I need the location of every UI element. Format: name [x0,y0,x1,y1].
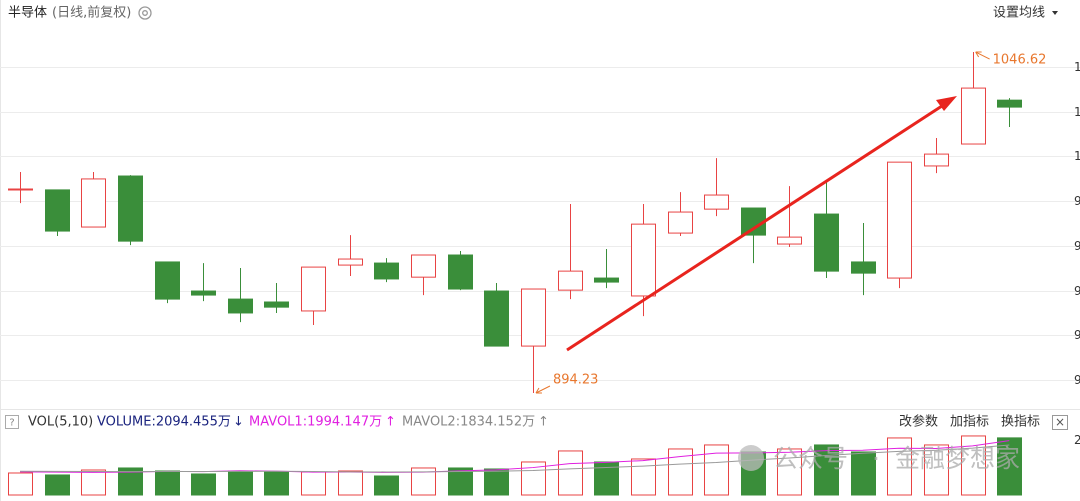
title: 半导体 [8,6,47,21]
volume-bar [558,450,583,496]
ma-setting[interactable]: 设置均线 [993,6,1045,21]
high-pointer [975,51,990,60]
candle-body [45,189,70,232]
candle-body [814,213,839,272]
candle-body [594,277,619,283]
candle-body [521,288,546,347]
vol-tick-label: 2000 [1074,433,1080,447]
volume-bar [45,474,70,496]
volume-bar [191,473,216,496]
candle-body [851,261,876,274]
candle-body [997,99,1022,108]
y-tick-label: 940 [1074,284,1080,298]
watermark: 公众号 · 金融梦想家 [738,444,1020,473]
volume-bar [814,444,839,496]
volume-bar [8,472,33,496]
trend-arrow [566,102,946,352]
candle-body [777,236,802,245]
y-tick-label: 960 [1074,239,1080,253]
mavol2: MAVOL2:1834.152万 [402,415,535,430]
volume-bar [374,475,399,496]
y-tick-label: 920 [1074,328,1080,342]
mavol1-arrow: ↑ [385,415,396,430]
gear-hole [142,10,148,16]
candle-body [961,87,986,145]
candle-body [704,194,729,210]
high-label: 1046.62 [993,53,1047,68]
volume-bar [448,467,473,496]
volume-bar [851,451,876,496]
candle-body [631,223,656,297]
price-pane: 1046.62 894.23 [8,51,1047,394]
volume-bar [668,448,693,496]
volume-bar [631,458,656,496]
candle-body [338,258,363,266]
dropdown-caret [1052,11,1058,15]
candle-body [924,153,949,167]
candle-body [228,298,253,314]
volume-bar [338,470,363,496]
button[interactable]: 改参数 [899,414,938,430]
volume-bar [228,470,253,496]
candle-body [191,290,216,296]
volume-bar [155,470,180,496]
help[interactable]: ? [9,418,14,429]
volume-bar [264,471,289,496]
watermark-name: 金融梦想家 [895,444,1020,473]
candle-body [264,301,289,308]
wechat-icon [738,445,764,471]
candle-body [484,290,509,347]
help-box[interactable] [5,415,19,429]
candle-body [374,262,399,280]
gear [138,6,152,20]
candle-body [741,207,766,236]
settings-icon[interactable] [138,6,152,20]
candle-body [558,270,583,291]
candle-body [118,175,143,242]
candle-body [8,188,33,191]
y-tick-label: 1000 [1074,149,1080,163]
volume-bar [81,469,106,496]
y-tick-label: 1020 [1074,105,1080,119]
volume-bar [997,437,1022,496]
mavol2-arrow: ↑ [538,415,549,430]
candle-body [301,266,326,312]
low-label: 894.23 [553,373,599,388]
subtitle: (日线,前复权) [52,5,131,21]
y-tick-label: 980 [1074,194,1080,208]
volume-bar [924,444,949,496]
button[interactable]: 换指标 [1001,415,1040,430]
candle-body [668,211,693,234]
trend-arrowhead [936,96,957,111]
vol-name: VOL(5,10) [28,415,93,430]
volume-bar [704,444,729,496]
y-tick-label: 1040 [1074,60,1080,74]
volume-bar [484,468,509,496]
vol-value: VOLUME:2094.455万 [97,415,231,430]
mavol1: MAVOL1:1994.147万 [249,415,382,430]
close[interactable]: × [1055,415,1065,429]
watermark-account: 公众号 [773,444,848,473]
candle-body [81,178,106,228]
vol-arrow: ↓ [233,415,244,430]
candle-body [448,254,473,290]
watermark-dot: · [872,444,880,473]
candle-body [155,261,180,300]
ma-line [19,444,1010,473]
button[interactable]: 加指标 [950,415,989,430]
close-box[interactable] [1052,415,1068,430]
candle-body [887,161,912,279]
y-tick-label: 900 [1074,373,1080,387]
candle-body [411,254,436,278]
volume-bar [301,471,326,496]
volume-bar [777,448,802,496]
volume-bar [887,437,912,496]
low-pointer [535,385,551,394]
volume-pane: 2000 [8,433,1080,496]
